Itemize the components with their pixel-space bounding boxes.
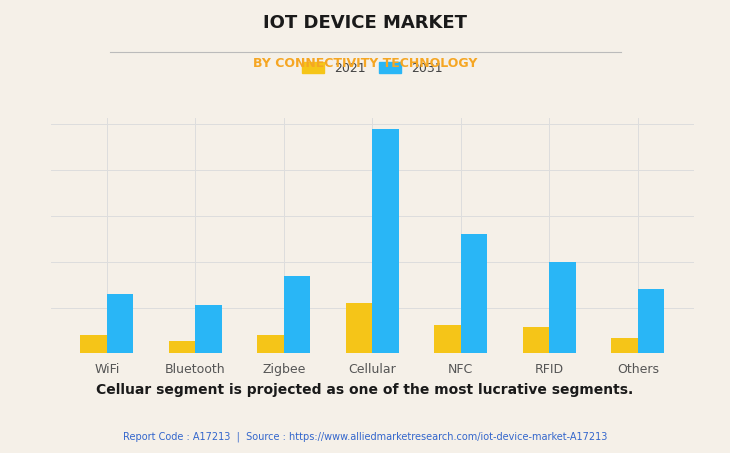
- Bar: [372, 129, 399, 353]
- Text: BY CONNECTIVITY TECHNOLOGY: BY CONNECTIVITY TECHNOLOGY: [253, 57, 477, 70]
- Bar: [638, 289, 664, 353]
- Bar: [611, 338, 638, 353]
- Bar: [257, 335, 284, 353]
- Bar: [107, 294, 134, 353]
- Bar: [523, 327, 549, 353]
- Bar: [196, 305, 222, 353]
- Bar: [284, 275, 310, 353]
- Bar: [461, 234, 488, 353]
- Bar: [169, 341, 196, 353]
- Bar: [434, 325, 461, 353]
- Text: Celluar segment is projected as one of the most lucrative segments.: Celluar segment is projected as one of t…: [96, 383, 634, 397]
- Bar: [80, 335, 107, 353]
- Text: IOT DEVICE MARKET: IOT DEVICE MARKET: [263, 14, 467, 32]
- Bar: [346, 303, 372, 353]
- Legend: 2021, 2031: 2021, 2031: [298, 58, 447, 78]
- Bar: [549, 262, 576, 353]
- Text: Report Code : A17213  |  Source : https://www.alliedmarketresearch.com/iot-devic: Report Code : A17213 | Source : https://…: [123, 431, 607, 442]
